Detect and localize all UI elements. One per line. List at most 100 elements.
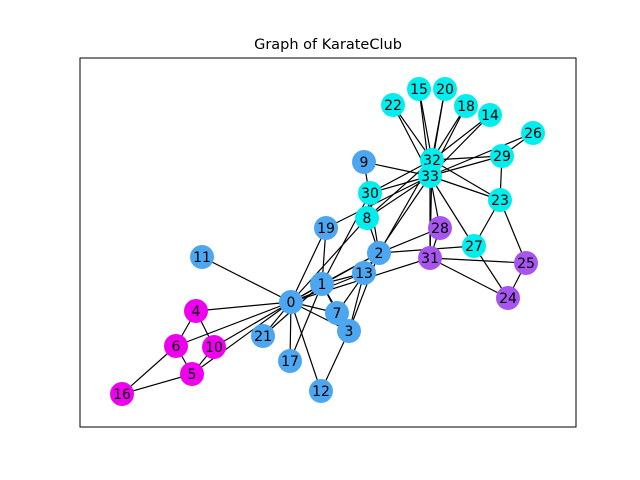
node-22: 22 [381,93,405,117]
node-circle-0 [279,290,303,314]
node-label-0: 0 [287,295,296,311]
node-18: 18 [454,94,478,118]
node-circle-23 [488,188,512,212]
node-circle-10 [202,335,226,359]
node-3: 3 [337,319,361,343]
node-13: 13 [352,261,376,285]
edge-5-16 [121,373,193,395]
node-label-31: 31 [421,251,439,267]
node-label-10: 10 [205,340,223,356]
node-circle-5 [180,362,204,386]
edge-0-6 [175,301,292,347]
edge-29-33 [429,155,503,177]
node-label-15: 15 [410,82,428,98]
node-label-13: 13 [355,266,373,282]
node-27: 27 [462,234,486,258]
node-label-5: 5 [188,367,197,383]
node-label-9: 9 [360,155,369,171]
edge-2-3 [348,252,380,332]
node-label-4: 4 [192,304,201,320]
node-label-3: 3 [345,324,354,340]
node-circle-28 [428,216,452,240]
node-label-25: 25 [517,256,535,272]
node-label-18: 18 [457,99,475,115]
node-label-28: 28 [431,221,449,237]
edge-24-31 [429,257,509,299]
node-circle-21 [251,324,275,348]
edge-0-12 [290,301,322,392]
node-25: 25 [514,251,538,275]
node-label-14: 14 [481,108,499,124]
node-circle-1 [310,272,334,296]
edge-25-31 [429,257,527,264]
node-label-8: 8 [363,211,372,227]
node-circle-22 [381,93,405,117]
node-29: 29 [490,144,514,168]
edge-6-16 [121,345,177,395]
edge-1-17 [289,283,323,362]
node-circle-24 [496,286,520,310]
node-label-22: 22 [384,98,402,114]
node-label-29: 29 [493,149,511,165]
node-circle-14 [478,103,502,127]
node-circle-30 [358,181,382,205]
node-circle-9 [352,150,376,174]
node-15: 15 [407,77,431,101]
node-24: 24 [496,286,520,310]
node-label-20: 20 [436,82,454,98]
edge-0-8 [290,217,368,303]
node-circle-4 [184,299,208,323]
node-28: 28 [428,216,452,240]
nodes-layer: 0123456789101112131415161718192021222324… [110,77,545,406]
node-23: 23 [488,188,512,212]
node-label-23: 23 [491,193,509,209]
node-label-21: 21 [254,329,272,345]
node-circle-27 [462,234,486,258]
node-6: 6 [164,334,188,358]
node-2: 2 [367,241,391,265]
node-30: 30 [358,181,382,205]
node-19: 19 [314,216,338,240]
edge-8-33 [366,175,431,219]
node-circle-25 [514,251,538,275]
node-circle-12 [309,379,333,403]
edge-23-33 [429,175,501,201]
edge-0-19 [290,227,327,303]
node-circle-6 [164,334,188,358]
edge-19-33 [325,175,431,229]
node-5: 5 [180,362,204,386]
node-14: 14 [478,103,502,127]
plot-frame [79,57,577,428]
node-label-26: 26 [524,126,542,142]
node-circle-2 [367,241,391,265]
node-12: 12 [309,379,333,403]
edge-0-10 [213,301,292,348]
node-label-6: 6 [172,339,181,355]
node-9: 9 [352,150,376,174]
node-label-24: 24 [499,291,517,307]
edge-0-11 [201,256,292,303]
node-circle-8 [355,206,379,230]
node-label-17: 17 [281,354,299,370]
node-31: 31 [418,246,442,270]
node-10: 10 [202,335,226,359]
node-circle-18 [454,94,478,118]
node-33: 33 [418,164,442,188]
node-label-2: 2 [375,246,384,262]
node-circle-33 [418,164,442,188]
node-4: 4 [184,299,208,323]
node-label-27: 27 [465,239,483,255]
node-circle-19 [314,216,338,240]
node-0: 0 [279,290,303,314]
node-circle-15 [407,77,431,101]
node-1: 1 [310,272,334,296]
node-circle-7 [325,301,349,325]
node-20: 20 [433,77,457,101]
node-circle-20 [433,77,457,101]
node-label-30: 30 [361,186,379,202]
node-label-19: 19 [317,221,335,237]
edge-15-32 [418,88,433,161]
node-label-11: 11 [193,250,211,266]
node-circle-26 [521,121,545,145]
